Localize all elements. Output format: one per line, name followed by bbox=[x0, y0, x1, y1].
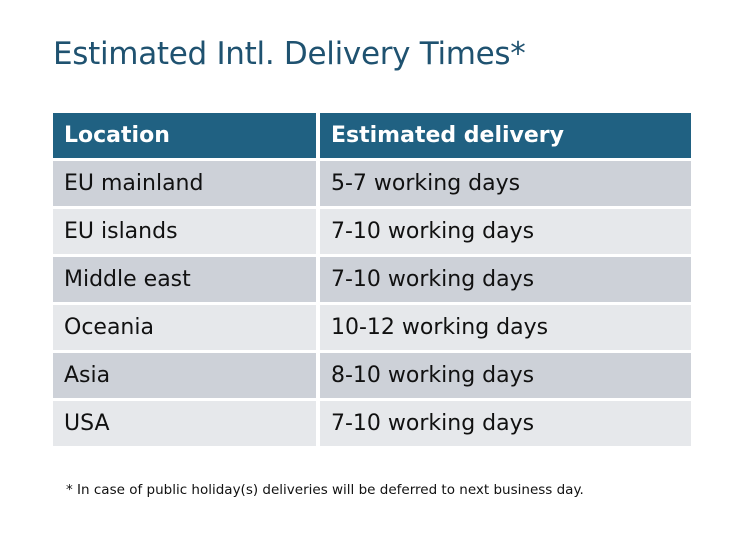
table-row: EU islands 7-10 working days bbox=[53, 209, 691, 254]
location-cell: Oceania bbox=[53, 305, 316, 350]
delivery-time-cell: 8-10 working days bbox=[320, 353, 691, 398]
delivery-time-cell: 7-10 working days bbox=[320, 401, 691, 446]
delivery-time-cell: 5-7 working days bbox=[320, 161, 691, 206]
delivery-time-cell: 7-10 working days bbox=[320, 209, 691, 254]
delivery-table: Location Estimated delivery EU mainland 5… bbox=[49, 110, 695, 449]
footnote: * In case of public holiday(s) deliverie… bbox=[66, 482, 584, 498]
header-location: Location bbox=[53, 113, 316, 158]
page-title: Estimated Intl. Delivery Times* bbox=[53, 36, 526, 72]
location-cell: Asia bbox=[53, 353, 316, 398]
delivery-time-cell: 7-10 working days bbox=[320, 257, 691, 302]
table-header-row: Location Estimated delivery bbox=[53, 113, 691, 158]
delivery-time-cell: 10-12 working days bbox=[320, 305, 691, 350]
table-row: Oceania 10-12 working days bbox=[53, 305, 691, 350]
table-row: USA 7-10 working days bbox=[53, 401, 691, 446]
location-cell: Middle east bbox=[53, 257, 316, 302]
location-cell: USA bbox=[53, 401, 316, 446]
table-row: Asia 8-10 working days bbox=[53, 353, 691, 398]
header-estimated-delivery: Estimated delivery bbox=[320, 113, 691, 158]
table-row: EU mainland 5-7 working days bbox=[53, 161, 691, 206]
location-cell: EU islands bbox=[53, 209, 316, 254]
table-row: Middle east 7-10 working days bbox=[53, 257, 691, 302]
location-cell: EU mainland bbox=[53, 161, 316, 206]
